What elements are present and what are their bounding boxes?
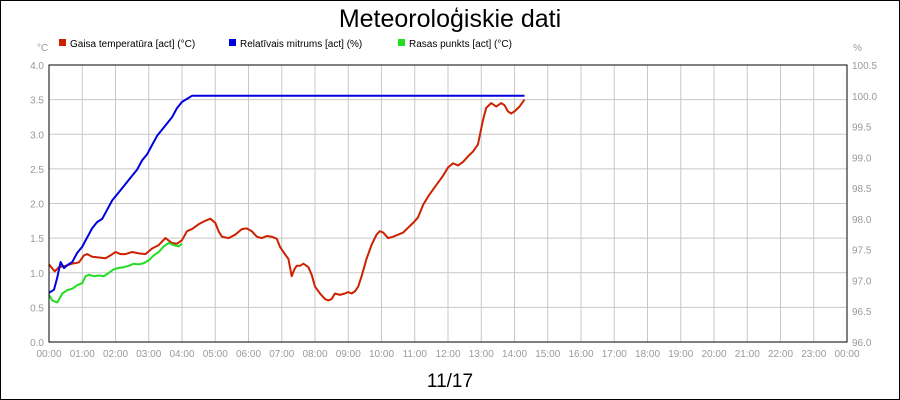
legend: Gaisa temperatūra [act] (°C) Relatīvais … — [59, 39, 512, 50]
left-tick-label: 0.5 — [30, 303, 44, 314]
left-tick-label: 1.0 — [30, 269, 44, 280]
right-tick-label: 98.5 — [852, 184, 872, 195]
x-tick-label: 00:00 — [834, 349, 859, 360]
right-tick-label: 96.5 — [852, 307, 872, 318]
right-tick-label: 98.0 — [852, 215, 872, 226]
right-tick-label: 96.0 — [852, 338, 872, 349]
x-tick-label: 13:00 — [469, 349, 494, 360]
temperature-line — [48, 99, 526, 302]
x-tick-label: 05:00 — [203, 349, 228, 360]
x-tick-label: 02:00 — [103, 349, 128, 360]
left-tick-label: 3.5 — [30, 96, 44, 107]
x-tick-label: 21:00 — [735, 349, 760, 360]
x-tick-label: 12:00 — [435, 349, 460, 360]
left-tick-label: 3.0 — [30, 130, 44, 141]
left-axis-ticks: 0.0 0.5 1.0 1.5 2.0 2.5 3.0 3.5 4.0 — [30, 61, 44, 349]
x-tick-label: 01:00 — [70, 349, 95, 360]
x-tick-label: 15:00 — [535, 349, 560, 360]
x-tick-label: 19:00 — [668, 349, 693, 360]
x-tick-label: 03:00 — [136, 349, 161, 360]
x-tick-label: 07:00 — [269, 349, 294, 360]
x-tick-label: 16:00 — [568, 349, 593, 360]
grid — [49, 65, 847, 342]
x-tick-label: 06:00 — [236, 349, 261, 360]
x-tick-label: 09:00 — [336, 349, 361, 360]
legend-label-dewpoint: Rasas punkts [act] (°C) — [409, 39, 512, 50]
x-tick-label: 04:00 — [169, 349, 194, 360]
right-axis-unit: % — [853, 43, 862, 54]
date-label: 11/17 — [427, 371, 473, 392]
right-tick-label: 100.0 — [852, 92, 877, 103]
x-tick-label: 20:00 — [701, 349, 726, 360]
right-axis-ticks: 96.0 96.5 97.0 97.5 98.0 98.5 99.0 99.5 100.0 100… — [852, 61, 877, 349]
left-tick-label: 2.5 — [30, 165, 44, 176]
plot-border — [48, 64, 848, 343]
x-tick-label: 14:00 — [502, 349, 527, 360]
right-tick-label: 97.5 — [852, 246, 872, 257]
x-tick-label: 18:00 — [635, 349, 660, 360]
left-tick-label: 2.0 — [30, 200, 44, 211]
right-tick-label: 99.0 — [852, 153, 872, 164]
x-tick-label: 11:00 — [403, 349, 428, 360]
left-tick-label: 1.5 — [30, 234, 44, 245]
x-tick-label: 08:00 — [302, 349, 327, 360]
legend-swatch-dewpoint — [398, 39, 405, 46]
chart-title: Meteoroloģiskie dati — [339, 5, 561, 33]
legend-swatch-humidity — [229, 39, 236, 46]
left-tick-label: 0.0 — [30, 338, 44, 349]
right-tick-label: 100.5 — [852, 61, 877, 72]
x-tick-label: 00:00 — [36, 349, 61, 360]
right-tick-label: 97.0 — [852, 276, 872, 287]
legend-swatch-temperature — [59, 39, 66, 46]
legend-label-temperature: Gaisa temperatūra [act] (°C) — [70, 39, 195, 50]
left-tick-label: 4.0 — [30, 61, 44, 72]
x-tick-label: 10:00 — [369, 349, 394, 360]
x-tick-label: 22:00 — [768, 349, 793, 360]
x-axis-ticks: 00:00 01:00 02:00 03:00 04:00 05:00 06:00 07:00… — [36, 349, 859, 360]
x-tick-label: 17:00 — [602, 349, 627, 360]
series-lines — [48, 94, 526, 304]
right-tick-label: 99.5 — [852, 123, 872, 134]
x-tick-label: 23:00 — [801, 349, 826, 360]
legend-label-humidity: Relatīvais mitrums [act] (%) — [240, 39, 362, 50]
humidity-line — [48, 94, 525, 294]
dewpoint-line — [48, 242, 183, 304]
left-axis-unit: °C — [37, 43, 48, 54]
